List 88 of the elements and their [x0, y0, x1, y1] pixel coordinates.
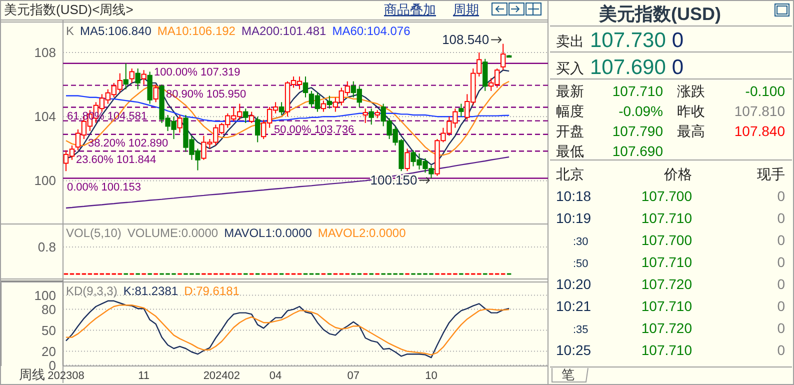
text: 卖出	[556, 33, 584, 49]
text: 幅度	[556, 103, 584, 119]
text: 笔	[562, 367, 574, 382]
text: MAVOL1:0.0000	[224, 226, 312, 240]
text: 0	[672, 56, 684, 79]
text: 107.690	[612, 143, 664, 159]
x-tick-label: 11	[138, 370, 150, 382]
x-tick-label: 202402	[203, 370, 240, 382]
ref-line-label: 100.00% 107.319	[154, 66, 240, 78]
text: 107.700	[641, 232, 692, 248]
text: 0	[777, 232, 786, 248]
text: 107.810	[734, 103, 786, 119]
text: 107.710	[641, 210, 692, 226]
text: MA10:106.192	[157, 24, 236, 38]
x-tick-label: 04	[269, 370, 282, 382]
text: 107.690	[590, 56, 666, 79]
ref-line-label: 23.60% 101.844	[76, 154, 156, 166]
line-series	[65, 80, 510, 156]
series-label: D:79.6181	[184, 284, 240, 298]
text: 开盘	[556, 123, 584, 139]
text: 北京	[556, 166, 584, 182]
ref-line-label: 0.00% 100.153	[67, 181, 142, 194]
text: 10:20	[556, 276, 592, 292]
text: 买入	[556, 60, 584, 76]
text: :35	[573, 324, 588, 336]
annotation: KD(9,3,3)	[66, 284, 118, 298]
text: 10:18	[556, 188, 592, 204]
text: 107.710	[612, 83, 664, 99]
annotation: 108.540	[442, 32, 490, 47]
text: MAVOL2:0.0000	[318, 226, 406, 240]
text: 现手	[757, 166, 785, 182]
text: 107.840	[734, 123, 786, 139]
text: MA5:106.840	[80, 24, 152, 38]
text: 0	[777, 188, 786, 204]
text: MA200:101.481	[241, 24, 327, 38]
text: 10:21	[556, 298, 592, 314]
y-tick-label: 100	[34, 173, 56, 188]
text: 0	[777, 254, 786, 270]
text: 0	[777, 298, 786, 314]
text: 涨跌	[677, 83, 705, 99]
x-tick-label: 10	[425, 370, 438, 382]
text: 最低	[556, 143, 584, 159]
text: 0	[777, 320, 786, 336]
annotation: K	[66, 24, 74, 38]
text: 107.720	[641, 320, 692, 336]
text: 107.790	[612, 123, 664, 139]
y-tick-label: 80	[42, 302, 56, 317]
text: :50	[573, 258, 588, 270]
text: -0.09%	[618, 103, 663, 119]
y-tick-label: 50	[42, 322, 56, 338]
text: 最新	[556, 83, 584, 99]
text: 最高	[677, 123, 705, 139]
chart-title: 美元指数(USD)<周线>	[4, 2, 134, 17]
ref-line-label: 38.20% 102.890	[88, 137, 168, 150]
y-tick-label: 20	[42, 344, 56, 359]
y-tick-label: 108	[34, 44, 56, 60]
text: 0	[777, 210, 786, 226]
text: VOLUME:0.0000	[127, 226, 218, 240]
text: VOL(5,10)	[66, 226, 122, 240]
y-tick-label: 100	[34, 288, 56, 303]
text: 0.8	[38, 240, 56, 254]
text: 商品叠加	[384, 2, 436, 17]
ref-line-label: 50.00% 103.736	[274, 124, 354, 136]
x-tick-label: 202308	[48, 370, 84, 382]
text: 107.710	[641, 342, 692, 358]
series-label: K:81.2381	[123, 284, 178, 298]
y-tick-label: 104	[34, 109, 56, 124]
text: 107.730	[590, 29, 666, 52]
text: 107.710	[641, 298, 692, 314]
text: 10:25	[556, 342, 592, 358]
text: 107.700	[641, 188, 692, 204]
text: 昨收	[677, 103, 705, 119]
text: MA60:104.076	[332, 24, 411, 38]
text: 0	[777, 342, 786, 358]
text: 周期	[453, 2, 479, 17]
text: :30	[573, 236, 588, 248]
text: 10:19	[556, 210, 592, 226]
text: 0	[777, 276, 786, 292]
text: -0.100	[745, 83, 786, 99]
text: 107.720	[641, 276, 692, 292]
text: 美元指数(USD)	[598, 4, 721, 24]
text: 107.710	[641, 254, 692, 270]
y-tick-label: 0	[48, 358, 56, 373]
line-series	[65, 156, 510, 209]
x-tick-label: 07	[347, 370, 360, 382]
text: 0	[672, 29, 684, 52]
x-axis-title: 周线	[19, 367, 45, 382]
text: 价格	[663, 166, 692, 182]
